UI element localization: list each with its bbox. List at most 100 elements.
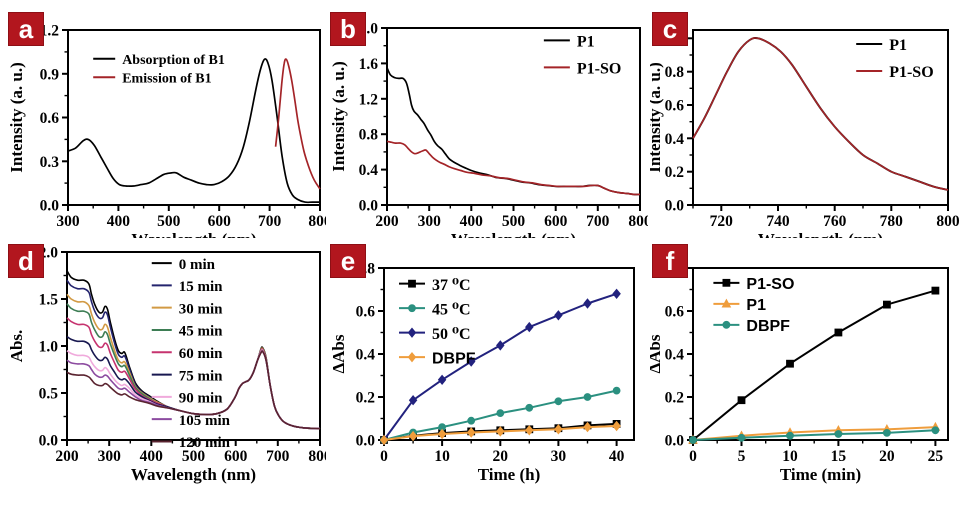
legend-label-p1-so: P1-SO bbox=[889, 64, 933, 81]
x-tick-label: 5 bbox=[738, 448, 746, 465]
panel-b-label: b bbox=[330, 12, 366, 46]
panel-a-letter: a bbox=[18, 14, 34, 44]
x-tick-label: 25 bbox=[928, 448, 944, 465]
y-tick-label: 0.3 bbox=[40, 154, 60, 171]
legend-marker-p1 bbox=[721, 298, 732, 308]
legend-label-60-min: 60 min bbox=[179, 346, 223, 362]
legend-label-dbpf: DBPF bbox=[432, 350, 476, 367]
legend-label-absorption-of-b1: Absorption of B1 bbox=[122, 53, 225, 68]
panel-f-label: f bbox=[652, 244, 688, 278]
panel-d-chart: 2003004005006007008000.00.51.01.52.0Wave… bbox=[6, 238, 332, 495]
y-tick-label: 0.0 bbox=[665, 198, 685, 215]
series-p1-so-line bbox=[692, 289, 936, 441]
y-tick-label: 0.0 bbox=[665, 433, 685, 450]
legend-marker-p1-so bbox=[722, 278, 731, 287]
y-axis-label: ΔAbs bbox=[329, 334, 348, 373]
y-tick-label: 0.4 bbox=[356, 347, 376, 364]
panel-c-letter: c bbox=[662, 14, 678, 44]
y-axis-label: Intensity (a. u.) bbox=[329, 61, 348, 172]
legend: P1 P1-SO bbox=[543, 33, 621, 77]
panel-d-label: d bbox=[8, 244, 44, 278]
panel-c: c 7207407607808000.00.20.40.60.81.0Wavel… bbox=[645, 6, 966, 249]
y-tick-label: 0.8 bbox=[665, 64, 685, 81]
series-dbpf-marker bbox=[612, 420, 621, 432]
series-dbpf-marker bbox=[834, 430, 843, 438]
y-tick-label: 0.2 bbox=[665, 390, 685, 407]
x-tick-label: 20 bbox=[493, 448, 509, 465]
x-tick-label: 700 bbox=[586, 213, 610, 230]
axes-frame bbox=[386, 27, 641, 206]
series-absorption-of-b1-line bbox=[67, 58, 320, 204]
x-tick-label: 40 bbox=[609, 448, 625, 465]
x-tick-label: 600 bbox=[544, 213, 568, 230]
x-tick-label: 30 bbox=[551, 448, 567, 465]
legend-label-50-c: 50 ⁰C bbox=[432, 326, 471, 343]
y-axis-label: Abs. bbox=[7, 330, 26, 363]
legend: P1-SO P1 DBPF bbox=[713, 276, 794, 335]
panel-c-chart: 7207407607808000.00.20.40.60.81.0Wavelen… bbox=[645, 6, 966, 249]
series-45-c-marker bbox=[554, 397, 563, 406]
series-dbpf-marker bbox=[525, 425, 534, 436]
y-tick-label: 0.0 bbox=[356, 433, 376, 450]
series-p1-so-line bbox=[692, 37, 949, 191]
y-tick-label: 1.6 bbox=[359, 56, 379, 73]
panel-a-label: a bbox=[8, 12, 44, 46]
x-tick-label: 300 bbox=[56, 213, 80, 230]
series-dbpf-marker bbox=[554, 424, 563, 435]
series-dbpf-marker bbox=[466, 427, 476, 438]
legend-label-45-min: 45 min bbox=[179, 324, 223, 340]
x-tick-label: 800 bbox=[308, 213, 326, 230]
series-45-c-marker bbox=[583, 393, 592, 401]
x-tick-label: 10 bbox=[434, 448, 450, 465]
series-50-c-marker bbox=[466, 356, 476, 367]
y-tick-label: 0.4 bbox=[665, 347, 685, 364]
legend-label-0-min: 0 min bbox=[179, 257, 216, 273]
series-dbpf-marker bbox=[583, 421, 592, 433]
legend-marker-dbpf bbox=[722, 320, 731, 329]
x-tick-label: 800 bbox=[628, 213, 648, 230]
series-dbpf-marker bbox=[437, 428, 447, 440]
y-tick-label: 0.6 bbox=[356, 304, 376, 321]
x-tick-label: 780 bbox=[880, 213, 904, 230]
legend-label-30-min: 30 min bbox=[179, 301, 223, 317]
series-dbpf-marker bbox=[786, 431, 794, 440]
x-tick-label: 400 bbox=[460, 213, 484, 230]
series-dbpf-marker bbox=[689, 436, 697, 444]
x-tick-label: 600 bbox=[224, 448, 248, 465]
legend-label-105-min: 105 min bbox=[179, 413, 231, 429]
panel-a-plot: 300 400 500 600 700 800 0.0 0.3 0.6 0.9 1.2 Wavelen… bbox=[7, 23, 332, 250]
legend: 0 min 15 min 30 min 45 min 60 min 75 min 90 mi… bbox=[151, 257, 231, 451]
x-tick-label: 300 bbox=[418, 213, 442, 230]
y-tick-label: 1.0 bbox=[39, 339, 59, 356]
series-p1-so-marker bbox=[834, 328, 843, 337]
y-tick-label: 0.9 bbox=[40, 66, 60, 83]
x-tick-label: 15 bbox=[831, 448, 847, 465]
x-tick-label: 0 bbox=[689, 448, 697, 465]
y-tick-label: 0.4 bbox=[359, 162, 379, 179]
y-tick-label: 0.2 bbox=[356, 390, 376, 407]
legend-label-p1: P1 bbox=[577, 33, 595, 50]
y-tick-label: 1.2 bbox=[359, 91, 379, 108]
panel-c-plot: 7207407607808000.00.20.40.60.81.0Wavelen… bbox=[645, 29, 960, 249]
y-tick-label: 0.5 bbox=[39, 386, 59, 403]
legend-label-emission-of-b1: Emission of B1 bbox=[122, 72, 211, 87]
x-tick-label: 400 bbox=[140, 448, 164, 465]
panel-d: d 2003004005006007008000.00.51.01.52.0Wa… bbox=[6, 238, 332, 490]
series-50-c-marker bbox=[437, 374, 447, 385]
legend-label-37-c: 37 ⁰C bbox=[432, 277, 471, 294]
x-tick-label: 700 bbox=[266, 448, 290, 465]
series-dbpf-marker bbox=[737, 433, 746, 442]
series-p1-line bbox=[692, 426, 936, 441]
x-tick-label: 20 bbox=[879, 448, 895, 465]
y-tick-label: 0.6 bbox=[665, 304, 685, 321]
x-tick-label: 720 bbox=[710, 213, 734, 230]
x-axis-label: Wavelength (nm) bbox=[131, 465, 256, 484]
x-tick-label: 200 bbox=[375, 213, 399, 230]
x-axis-label: Time (h) bbox=[478, 465, 541, 484]
x-tick-label: 800 bbox=[308, 448, 326, 465]
